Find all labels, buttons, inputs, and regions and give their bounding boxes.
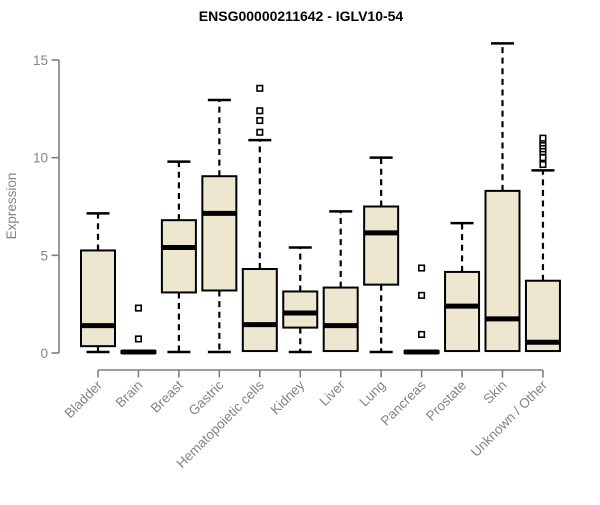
y-axis: 0 5 10 15 — [33, 53, 60, 361]
iqr-box — [201, 175, 238, 292]
x-tick-label: Skin — [480, 378, 509, 407]
x-tick-label: Brain — [113, 378, 146, 411]
boxes-layer — [80, 42, 561, 355]
y-axis-label: Expression — [4, 173, 19, 240]
outlier-point — [418, 291, 426, 299]
outlier-point — [539, 134, 547, 142]
box-group — [201, 98, 238, 354]
outlier-point — [256, 128, 264, 136]
y-tick-label: 10 — [33, 151, 48, 166]
outlier-point — [134, 304, 142, 312]
box-group — [160, 160, 197, 354]
iqr-box — [444, 270, 481, 353]
x-tick-label: Breast — [148, 377, 186, 415]
outlier-point — [418, 264, 426, 272]
outlier-point — [256, 107, 264, 115]
outlier-point — [539, 154, 547, 162]
iqr-box — [241, 268, 278, 353]
x-tick-label: Kidney — [268, 377, 308, 417]
box-group — [241, 84, 278, 353]
x-tick-label: Liver — [317, 377, 349, 409]
outlier-point — [418, 330, 426, 338]
box-group — [80, 212, 116, 354]
box-group — [363, 156, 400, 354]
x-tick-label: Lung — [356, 378, 388, 410]
box-group — [120, 304, 157, 355]
x-tick-label: Prostate — [423, 378, 469, 424]
iqr-box — [282, 290, 319, 329]
box-group — [403, 264, 440, 355]
box-group — [484, 42, 521, 353]
x-tick-label: Unknown / Other — [468, 377, 551, 460]
x-tick-label: Pancreas — [378, 377, 429, 428]
outlier-point — [256, 117, 264, 125]
box-group — [524, 134, 561, 353]
y-tick-label: 15 — [33, 53, 48, 68]
iqr-box — [80, 249, 116, 348]
y-tick-label: 5 — [40, 248, 48, 263]
iqr-box — [322, 286, 359, 353]
iqr-box — [484, 189, 521, 353]
outlier-point — [134, 335, 142, 343]
outlier-point — [539, 160, 547, 169]
box-group — [282, 246, 319, 354]
chart-title: ENSG00000211642 - IGLV10-54 — [199, 8, 404, 24]
y-tick-label: 0 — [40, 346, 48, 361]
outlier-point — [256, 84, 264, 92]
iqr-box — [524, 279, 561, 353]
box-group — [322, 210, 359, 353]
box-group — [444, 221, 481, 353]
x-tick-label: Bladder — [62, 377, 106, 421]
iqr-box — [363, 205, 400, 286]
iqr-box — [160, 219, 197, 294]
